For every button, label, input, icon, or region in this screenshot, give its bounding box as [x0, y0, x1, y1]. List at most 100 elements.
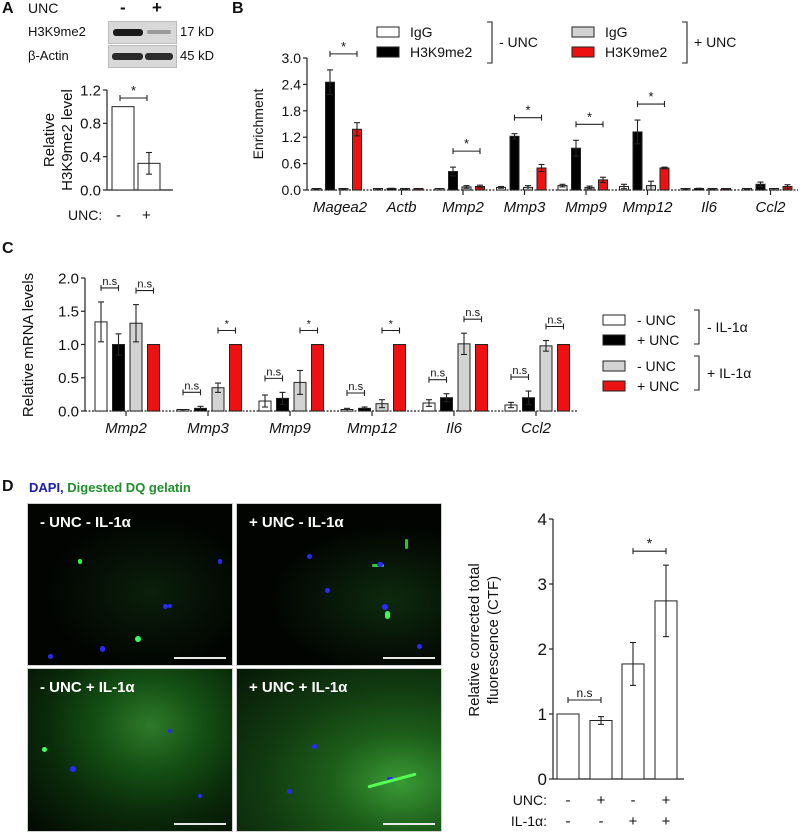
- scale-bar: [383, 823, 435, 825]
- bar-unc-minus: [111, 106, 135, 191]
- significance-label: *: [525, 103, 530, 118]
- y-tick-label: 2.4: [282, 76, 302, 92]
- x-row-value: +: [142, 207, 151, 224]
- significance-label: *: [648, 89, 653, 104]
- y-axis-label-line2: H3K9me2 level: [59, 89, 76, 191]
- il1a-value: -: [599, 813, 604, 830]
- y-tick-label: 1.2: [80, 82, 101, 99]
- micro-image-minus-unc-plus-il1a: - UNC + IL-1α: [27, 668, 233, 832]
- cell-spot: [405, 539, 408, 549]
- legend-swatch: [571, 26, 595, 38]
- blot-band: [147, 30, 171, 34]
- legend-entry: IgG: [605, 24, 628, 40]
- significance-label: n.s: [576, 686, 592, 700]
- bar-mmp3-3: [229, 344, 242, 412]
- legend-bracket: [694, 355, 700, 391]
- significance-label: *: [131, 83, 136, 98]
- blot-row-label-actin: β-Actin: [28, 48, 69, 63]
- nucleus-spot: [168, 604, 172, 608]
- legend-entry: IgG: [410, 24, 433, 40]
- legend-entry: + UNC: [637, 332, 679, 348]
- legend-group-label: + IL-1α: [707, 365, 751, 381]
- significance-label: n.s: [547, 315, 562, 327]
- unc-value: +: [597, 792, 606, 809]
- blot-row-label-h3k9me2: H3K9me2: [28, 24, 86, 39]
- x-category-label: Ccl2: [521, 420, 552, 437]
- y-tick-label: 1.2: [282, 129, 302, 145]
- microscopy-title: DAPI, Digested DQ gelatin: [29, 480, 191, 495]
- blot-band: [112, 53, 143, 60]
- il1a-value: +: [662, 813, 671, 830]
- legend-entry: - UNC: [637, 358, 676, 374]
- image-label: + UNC + IL-1α: [249, 679, 348, 696]
- legend-swatch: [602, 360, 626, 372]
- significance-label: n.s: [137, 279, 152, 291]
- legend-swatch: [376, 46, 400, 58]
- significance-label: *: [587, 109, 592, 124]
- bar-mmp12-3: [659, 167, 670, 191]
- significance-label: *: [307, 319, 312, 331]
- significance-label: *: [341, 39, 346, 54]
- x-row-label: UNC:: [68, 207, 102, 223]
- y-tick-label: 2: [538, 640, 547, 659]
- chart-b-enrichment: 0.0 0.6 1.2 1.8 2.4 3.0 Enrichment Magea2 * Actb M…: [250, 21, 798, 216]
- bar-mmp9-3: [311, 344, 324, 412]
- x-row-value: -: [116, 207, 121, 224]
- x-category-label: Actb: [385, 199, 416, 216]
- y-tick-label: 4: [538, 510, 547, 529]
- x-category-label: Mmp3: [504, 199, 546, 216]
- western-blot-h3k9me2: [108, 21, 177, 44]
- y-tick-label: 0.6: [282, 156, 302, 172]
- bar-magea2-3: [352, 128, 362, 191]
- y-axis-label: Relative mRNA levels: [20, 273, 37, 417]
- y-tick-label: 3.0: [282, 50, 302, 66]
- significance-label: n.s: [184, 380, 199, 392]
- nucleus-spot: [163, 604, 168, 609]
- y-axis-label-line2: fluorescence (CTF): [485, 576, 502, 704]
- image-label: + UNC - IL-1α: [249, 514, 344, 531]
- nucleus-spot: [70, 766, 76, 772]
- il1a-value: -: [566, 813, 571, 830]
- blot-size-45kd: 45 kD: [180, 48, 214, 63]
- legend-group-label: - IL-1α: [707, 319, 748, 335]
- significance-label: n.s: [512, 365, 527, 377]
- bar-ccl2-2: [539, 345, 553, 412]
- significance-label: n.s: [102, 276, 117, 288]
- panel-letter-a: A: [2, 0, 14, 17]
- legend-bracket: [694, 309, 700, 345]
- y-tick-label: 1.8: [282, 103, 302, 119]
- y-tick-label: 0.0: [80, 182, 101, 199]
- bar-condition-0: [556, 713, 580, 780]
- nucleus-spot: [48, 654, 53, 659]
- bar-mmp2-3: [147, 344, 160, 412]
- y-tick-label: 1: [538, 705, 547, 724]
- x-category-label: Mmp2: [105, 420, 147, 437]
- unc-value: -: [631, 792, 636, 809]
- cell-spot: [78, 559, 82, 564]
- bar-mmp3-1: [509, 135, 520, 191]
- x-category-label: Mmp12: [347, 420, 398, 437]
- unc-row-label: UNC:: [513, 792, 547, 808]
- significance-label: n.s: [348, 381, 363, 393]
- chart-a-h3k9me2-level: 0.0 0.4 0.8 1.2 * Relative H3K9me2 level UNC: - +: [41, 82, 173, 224]
- nucleus-spot: [168, 729, 172, 733]
- nucleus-spot: [100, 646, 105, 652]
- y-tick-label: 0.0: [282, 182, 302, 198]
- nucleus-spot: [325, 588, 330, 593]
- blot-size-17kd: 17 kD: [180, 24, 214, 39]
- nucleus-spot: [218, 559, 222, 564]
- significance-label: n.s: [266, 366, 281, 378]
- chart-c-mrna-levels: 0.0 0.5 1.0 1.5 2.0 Relative mRNA levels Mmp2 n…: [20, 270, 751, 437]
- cell-spot: [42, 747, 47, 752]
- micro-image-plus-unc-minus-il1a: + UNC - IL-1α: [236, 503, 442, 666]
- il1a-value: +: [629, 813, 638, 830]
- x-category-label: Mmp9: [269, 420, 311, 437]
- y-tick-label: 1.5: [58, 304, 79, 321]
- unc-value: +: [662, 792, 671, 809]
- nucleus-spot: [307, 554, 312, 559]
- legend-swatch: [571, 46, 595, 58]
- x-category-label: Il6: [446, 420, 463, 437]
- gelatin-label: Digested DQ gelatin: [67, 480, 191, 495]
- scale-bar: [174, 823, 226, 825]
- image-label: - UNC + IL-1α: [40, 679, 135, 696]
